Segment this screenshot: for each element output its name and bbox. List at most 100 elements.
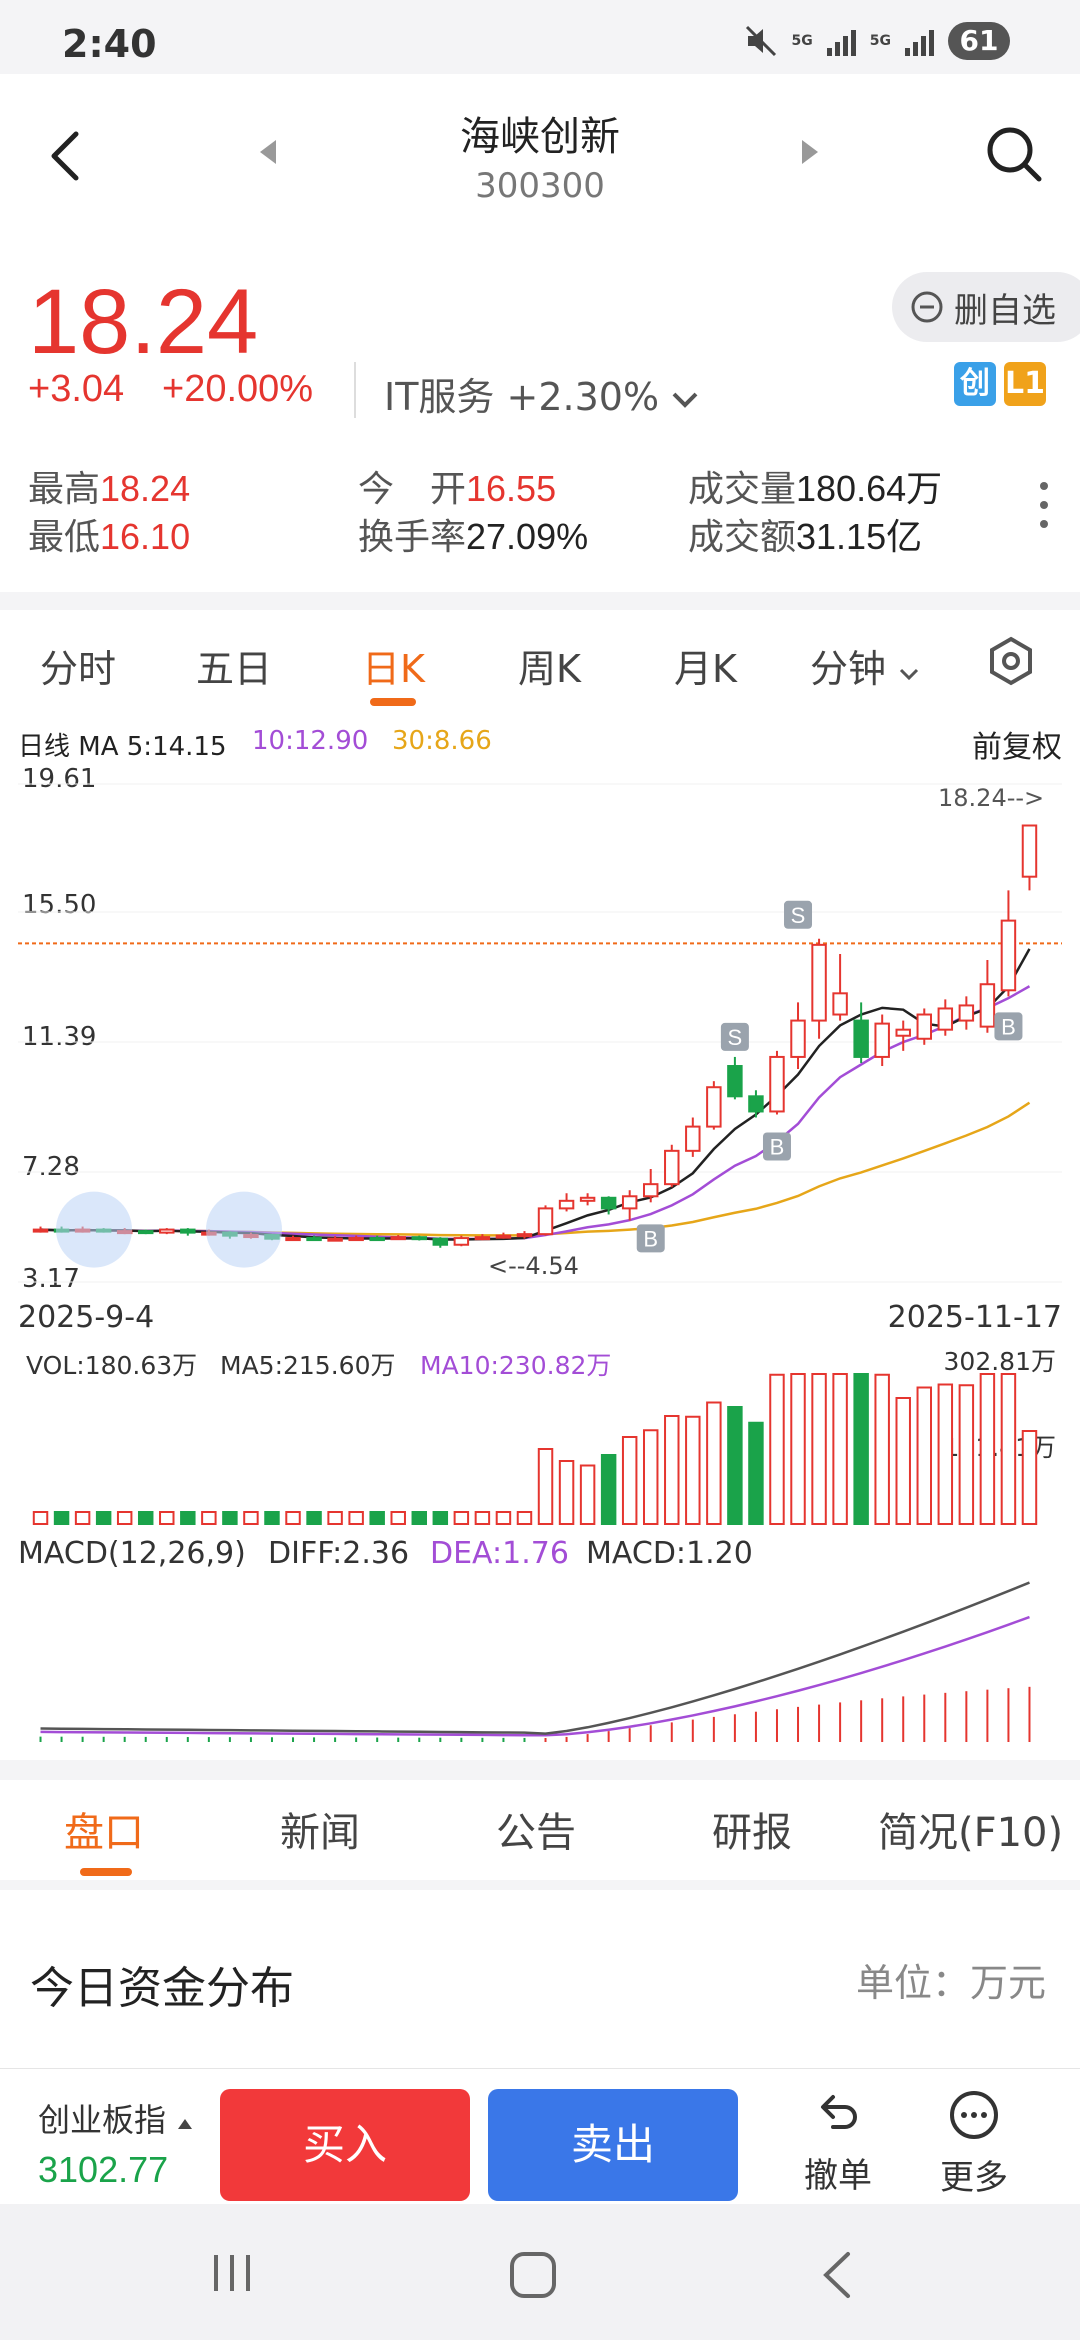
candle-body [453, 1237, 470, 1246]
kline-chart[interactable]: 日线 MA 5:14.15 10:12.90 30:8.66 前复权 19.61… [0, 712, 1080, 1746]
crosshair-handle-left [56, 1191, 132, 1268]
volume-bar [1000, 1373, 1017, 1525]
y-axis-label: 15.50 [22, 890, 97, 920]
candle-body [1000, 919, 1017, 992]
volume-bar [790, 1373, 806, 1525]
buy-button[interactable]: 买入 [220, 2089, 470, 2201]
vol-scale-top: 302.81万 [943, 1347, 1056, 1376]
volume-bar [327, 1511, 343, 1525]
prev-stock-icon[interactable] [256, 138, 280, 166]
remove-watchlist-label: 删自选 [954, 290, 1056, 331]
battery-indicator: 61 [948, 22, 1010, 60]
index-value: 3102.77 [38, 2149, 169, 2190]
volume-bar [685, 1415, 701, 1525]
candle-body [327, 1237, 343, 1242]
ma30-value: 30:8.66 [392, 726, 492, 756]
fund-unit: 单位：万元 [855, 1961, 1046, 2005]
candle-body [748, 1095, 764, 1113]
volume-bar [600, 1454, 617, 1525]
candle-body [306, 1237, 322, 1242]
candle-body [369, 1237, 385, 1242]
stat-high: 最高18.24 [28, 460, 190, 512]
stat-high-label: 最高 [28, 469, 101, 510]
tab-profile-f10[interactable]: 简况(F10) [878, 1810, 1064, 1856]
y-axis-label: 7.28 [22, 1152, 80, 1182]
tab-order-book[interactable]: 盘口 [64, 1810, 144, 1856]
recent-apps-icon[interactable] [210, 2252, 254, 2294]
tab-daily-k[interactable]: 日K [362, 647, 425, 691]
tab-intraday[interactable]: 分时 [40, 647, 117, 691]
tab-minute[interactable]: 分钟 [810, 638, 920, 693]
tab-research[interactable]: 研报 [712, 1810, 792, 1856]
sector-link[interactable]: IT服务 +2.30% [384, 366, 699, 421]
candle-body [874, 1022, 890, 1058]
candle-body [811, 943, 827, 1022]
crosshair-handle-right [206, 1191, 282, 1268]
candle-body [600, 1196, 617, 1210]
tab-five-day[interactable]: 五日 [196, 647, 273, 691]
info-tabs: 盘口 新闻 公告 研报 简况(F10) [0, 1780, 1080, 1880]
candle-body [621, 1195, 638, 1210]
search-icon[interactable] [984, 124, 1044, 184]
candle-body [285, 1237, 301, 1242]
next-stock-icon[interactable] [798, 138, 822, 166]
macd-dea: DEA:1.76 [430, 1536, 569, 1571]
network-type-1: 5G [791, 33, 813, 49]
tab-news[interactable]: 新闻 [280, 1810, 360, 1856]
volume-bar [811, 1373, 827, 1525]
volume-bar [474, 1511, 491, 1525]
ma10-value: 10:12.90 [252, 726, 369, 756]
stock-name: 海峡创新 [460, 114, 620, 160]
cancel-order-button[interactable]: 撤单 [788, 2089, 888, 2197]
volume-bar [32, 1511, 49, 1525]
more-vertical-icon[interactable] [1036, 480, 1052, 530]
volume-bar [769, 1373, 785, 1525]
candle-body [537, 1207, 554, 1236]
volume-bar [706, 1401, 722, 1525]
tab-weekly-k[interactable]: 周K [518, 647, 581, 691]
stat-turnover: 换手率27.09% [358, 508, 588, 560]
volume-bar [579, 1464, 596, 1525]
tab-monthly-k[interactable]: 月K [674, 647, 737, 691]
chart-settings-icon[interactable] [988, 636, 1034, 686]
macd-value: MACD:1.20 [586, 1536, 753, 1571]
remove-watchlist-button[interactable]: 删自选 [892, 272, 1080, 342]
volume-bar [895, 1397, 911, 1525]
volume-bar [453, 1511, 470, 1525]
candle-body [159, 1228, 175, 1234]
signal-icon-1 [826, 26, 856, 56]
macd-diff: DIFF:2.36 [268, 1536, 410, 1571]
low-price-marker: <--4.54 [488, 1252, 579, 1280]
sector-pct: +2.30% [506, 375, 660, 419]
stat-open: 今 开16.55 [358, 460, 556, 512]
index-name[interactable]: 创业板指 [38, 2095, 194, 2141]
section-separator [0, 1880, 1080, 1890]
volume-bar [243, 1511, 259, 1525]
tab-announcements[interactable]: 公告 [496, 1810, 576, 1856]
chart-period-tabs: 分时 五日 日K 周K 月K 分钟 [0, 616, 1080, 708]
stat-amount-label: 成交额 [688, 517, 797, 558]
status-bar: 2:40 5G 5G 61 [0, 0, 1080, 74]
back-nav-icon[interactable] [818, 2250, 854, 2300]
candle-body [390, 1236, 406, 1241]
mute-icon [745, 25, 776, 57]
home-icon[interactable] [508, 2250, 558, 2300]
stat-amount-value: 31.15亿 [796, 516, 923, 557]
volume-bar [958, 1384, 975, 1525]
more-button[interactable]: 更多 [924, 2089, 1024, 2199]
chevron-down-icon [900, 668, 919, 681]
volume-bar [348, 1511, 364, 1525]
candle-body [642, 1183, 659, 1198]
volume-bar [937, 1383, 954, 1525]
adjust-mode[interactable]: 前复权 [972, 730, 1062, 765]
volume-bar [516, 1511, 533, 1525]
back-icon[interactable] [44, 128, 84, 184]
sell-signal-marker [720, 1022, 749, 1051]
buy-signal-marker [762, 1132, 791, 1161]
sell-button[interactable]: 卖出 [488, 2089, 738, 2201]
candle-body [664, 1149, 680, 1186]
volume-bar [159, 1511, 175, 1525]
signal-marker-label: B [770, 1134, 785, 1159]
fund-distribution-title: 今日资金分布 [30, 1963, 294, 2014]
